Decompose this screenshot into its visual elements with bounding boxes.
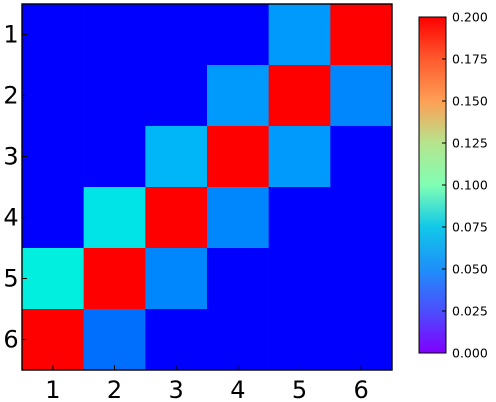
y-tick-labels: 1 2 3 4 5 6 <box>3 21 18 354</box>
heatmap-cell <box>330 248 393 310</box>
x-tick-label: 2 <box>107 376 122 402</box>
heatmap-cell <box>207 126 269 188</box>
heatmap-cell <box>207 248 269 310</box>
heatmap-cell <box>330 309 393 371</box>
heatmap-cell <box>145 187 208 249</box>
heatmap-cell <box>207 65 269 127</box>
x-tick-label: 5 <box>292 376 307 402</box>
plot-frame <box>21 3 393 371</box>
x-tick-label: 4 <box>230 376 245 402</box>
y-tick-label: 6 <box>3 326 18 354</box>
heatmap-cell <box>145 248 208 310</box>
y-tick-label: 1 <box>3 21 18 49</box>
colorbar-tick-label: 0.100 <box>452 178 488 193</box>
colorbar-tick-label: 0.050 <box>452 262 488 277</box>
colorbar <box>418 16 447 354</box>
y-tick-label: 4 <box>3 204 18 232</box>
colorbar-tick-label: 0.125 <box>452 136 488 151</box>
heatmap-cell <box>83 65 146 127</box>
heatmap-cell <box>268 187 331 249</box>
heatmap-cell <box>207 4 269 66</box>
heatmap-cell <box>330 187 393 249</box>
x-tick-labels: 1 2 3 4 5 6 <box>45 376 369 402</box>
colorbar-tick-label: 0.025 <box>452 304 488 319</box>
heatmap-cell <box>22 65 84 127</box>
heatmap-cell <box>330 65 393 127</box>
colorbar-tick-label: 0.075 <box>452 220 488 235</box>
colorbar-ticks: 0.000 0.025 0.050 0.075 0.100 0.125 0.150 0.175… <box>442 10 488 361</box>
y-tick-label: 2 <box>3 82 18 110</box>
heatmap-cell <box>22 4 84 66</box>
y-tick-label: 3 <box>3 143 18 171</box>
heatmap-cell <box>268 309 331 371</box>
heatmap-cell <box>145 65 208 127</box>
heatmap-cell <box>83 248 146 310</box>
heatmap-cell <box>268 126 331 188</box>
heatmap-cell <box>268 248 331 310</box>
heatmap-cell <box>83 187 146 249</box>
heatmap-cell <box>22 126 84 188</box>
x-tick-label: 6 <box>354 376 369 402</box>
y-tick-label: 5 <box>3 265 18 293</box>
heatmap-cell <box>22 248 84 310</box>
colorbar-tick-label: 0.150 <box>452 94 488 109</box>
colorbar-tick-label: 0.200 <box>452 10 488 25</box>
heatmap-cell <box>145 309 208 371</box>
heatmap-cell <box>330 4 393 66</box>
x-tick-label: 3 <box>169 376 184 402</box>
heatmap-cell <box>145 4 208 66</box>
heatmap-cells <box>22 4 393 371</box>
heatmap-cell <box>83 126 146 188</box>
heatmap-cell <box>83 4 146 66</box>
heatmap-cell <box>145 126 208 188</box>
heatmap-cell <box>207 309 269 371</box>
heatmap-cell <box>83 309 146 371</box>
heatmap-cell <box>22 187 84 249</box>
heatmap-cell <box>330 126 393 188</box>
heatmap-cell <box>268 65 331 127</box>
heatmap-cell <box>22 309 84 371</box>
axis-ticks <box>22 34 362 370</box>
heatmap-cell <box>207 187 269 249</box>
colorbar-tick-label: 0.175 <box>452 52 488 67</box>
heatmap-cell <box>268 4 331 66</box>
x-tick-label: 1 <box>45 376 60 402</box>
colorbar-tick-label: 0.000 <box>452 346 488 361</box>
